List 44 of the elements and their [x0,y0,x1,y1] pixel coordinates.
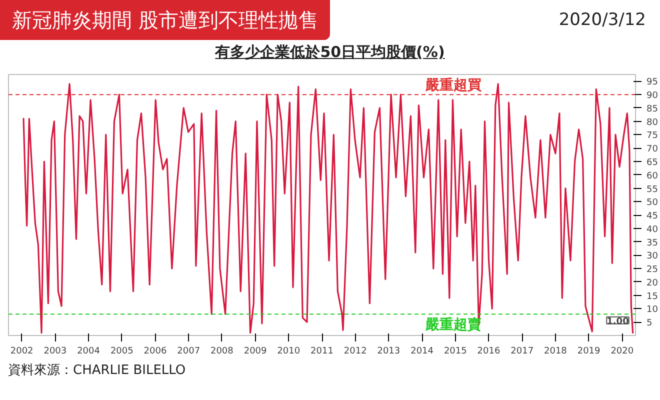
x-tick-label: 2008 [210,346,234,356]
y-tick-label: 90 [646,91,658,102]
y-tick-label: 40 [646,224,658,235]
x-tick-label: 2013 [377,346,400,356]
source-note: 資料來源：CHARLIE BILELLO [7,362,186,380]
y-tick-label: 95 [646,78,658,88]
y-tick-label: 5 [646,318,652,329]
x-tick-label: 2003 [44,346,67,356]
x-tick-label: 2014 [410,346,434,356]
y-tick-label: 25 [646,265,658,276]
x-tick-label: 2018 [544,346,568,356]
ref-line-label: 嚴重超買 [424,78,482,94]
y-tick-label: 70 [646,144,658,155]
y-tick-label: 80 [646,118,658,128]
x-tick-label: 2020 [610,346,634,356]
y-tick-label: 20 [646,278,658,288]
y-tick-label: 55 [646,184,658,195]
y-tick-label: 50 [646,198,658,208]
x-tick-label: 2009 [244,346,268,356]
x-tick-label: 2017 [510,346,534,356]
y-tick-label: 75 [646,131,658,142]
x-tick-label: 2016 [477,346,500,356]
x-tick-label: 2011 [310,346,334,356]
chart-subtitle: 有多少企業低於50日平均股價(%) [214,42,446,63]
text: 2020/3/12 [558,8,647,32]
x-tick-label: 2002 [10,346,34,356]
y-tick-label: 10 [646,305,658,316]
x-tick-label: 2019 [577,346,601,356]
x-tick-label: 2007 [177,346,200,356]
x-tick-label: 2004 [77,346,100,356]
ref-line-label: 嚴重超賣 [424,317,482,334]
chart-title: 新冠肺炎期間 股市遭到不理性拋售 [0,0,330,40]
y-tick-label: 85 [646,104,658,114]
y-tick-label: 30 [646,252,658,262]
x-tick-label: 2010 [277,346,300,356]
y-tick-label: 15 [646,292,658,302]
y-tick-label: 65 [646,158,658,168]
y-tick-label: 35 [646,238,658,248]
x-tick-label: 2012 [344,346,367,356]
x-tick-label: 2005 [110,346,134,356]
x-tick-label: 2015 [444,346,467,356]
x-tick-label: 2006 [144,346,167,356]
y-tick-label: 45 [646,212,658,222]
y-tick-label: 60 [646,171,658,182]
